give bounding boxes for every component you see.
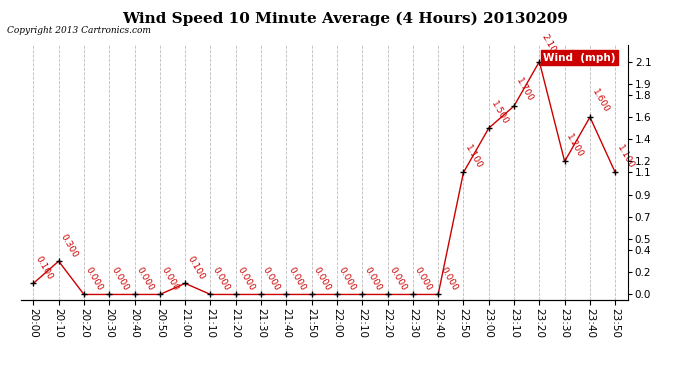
Text: 0.000: 0.000	[109, 266, 130, 292]
Text: 0.300: 0.300	[59, 232, 79, 259]
Text: 1.700: 1.700	[514, 77, 535, 104]
Text: 1.600: 1.600	[590, 88, 611, 115]
Text: 1.100: 1.100	[615, 143, 636, 170]
Text: 0.100: 0.100	[33, 254, 54, 281]
Text: 0.000: 0.000	[337, 266, 357, 292]
Text: 1.200: 1.200	[564, 132, 585, 159]
Text: 0.000: 0.000	[438, 266, 459, 292]
Text: 1.500: 1.500	[489, 99, 509, 126]
Text: 0.000: 0.000	[160, 266, 181, 292]
Text: 0.000: 0.000	[362, 266, 383, 292]
Text: 0.000: 0.000	[413, 266, 433, 292]
Text: 2.100: 2.100	[540, 33, 560, 59]
Text: 0.000: 0.000	[210, 266, 231, 292]
Text: 0.100: 0.100	[185, 254, 206, 281]
Text: 0.000: 0.000	[388, 266, 408, 292]
Text: 0.000: 0.000	[286, 266, 307, 292]
Text: 0.000: 0.000	[236, 266, 257, 292]
Text: 0.000: 0.000	[312, 266, 333, 292]
Text: 1.100: 1.100	[464, 143, 484, 170]
Text: 0.000: 0.000	[135, 266, 155, 292]
Text: Wind Speed 10 Minute Average (4 Hours) 20130209: Wind Speed 10 Minute Average (4 Hours) 2…	[122, 11, 568, 26]
Text: 0.000: 0.000	[84, 266, 105, 292]
Text: Copyright 2013 Cartronics.com: Copyright 2013 Cartronics.com	[7, 26, 151, 35]
Text: Wind  (mph): Wind (mph)	[543, 53, 615, 63]
Text: 0.000: 0.000	[261, 266, 282, 292]
